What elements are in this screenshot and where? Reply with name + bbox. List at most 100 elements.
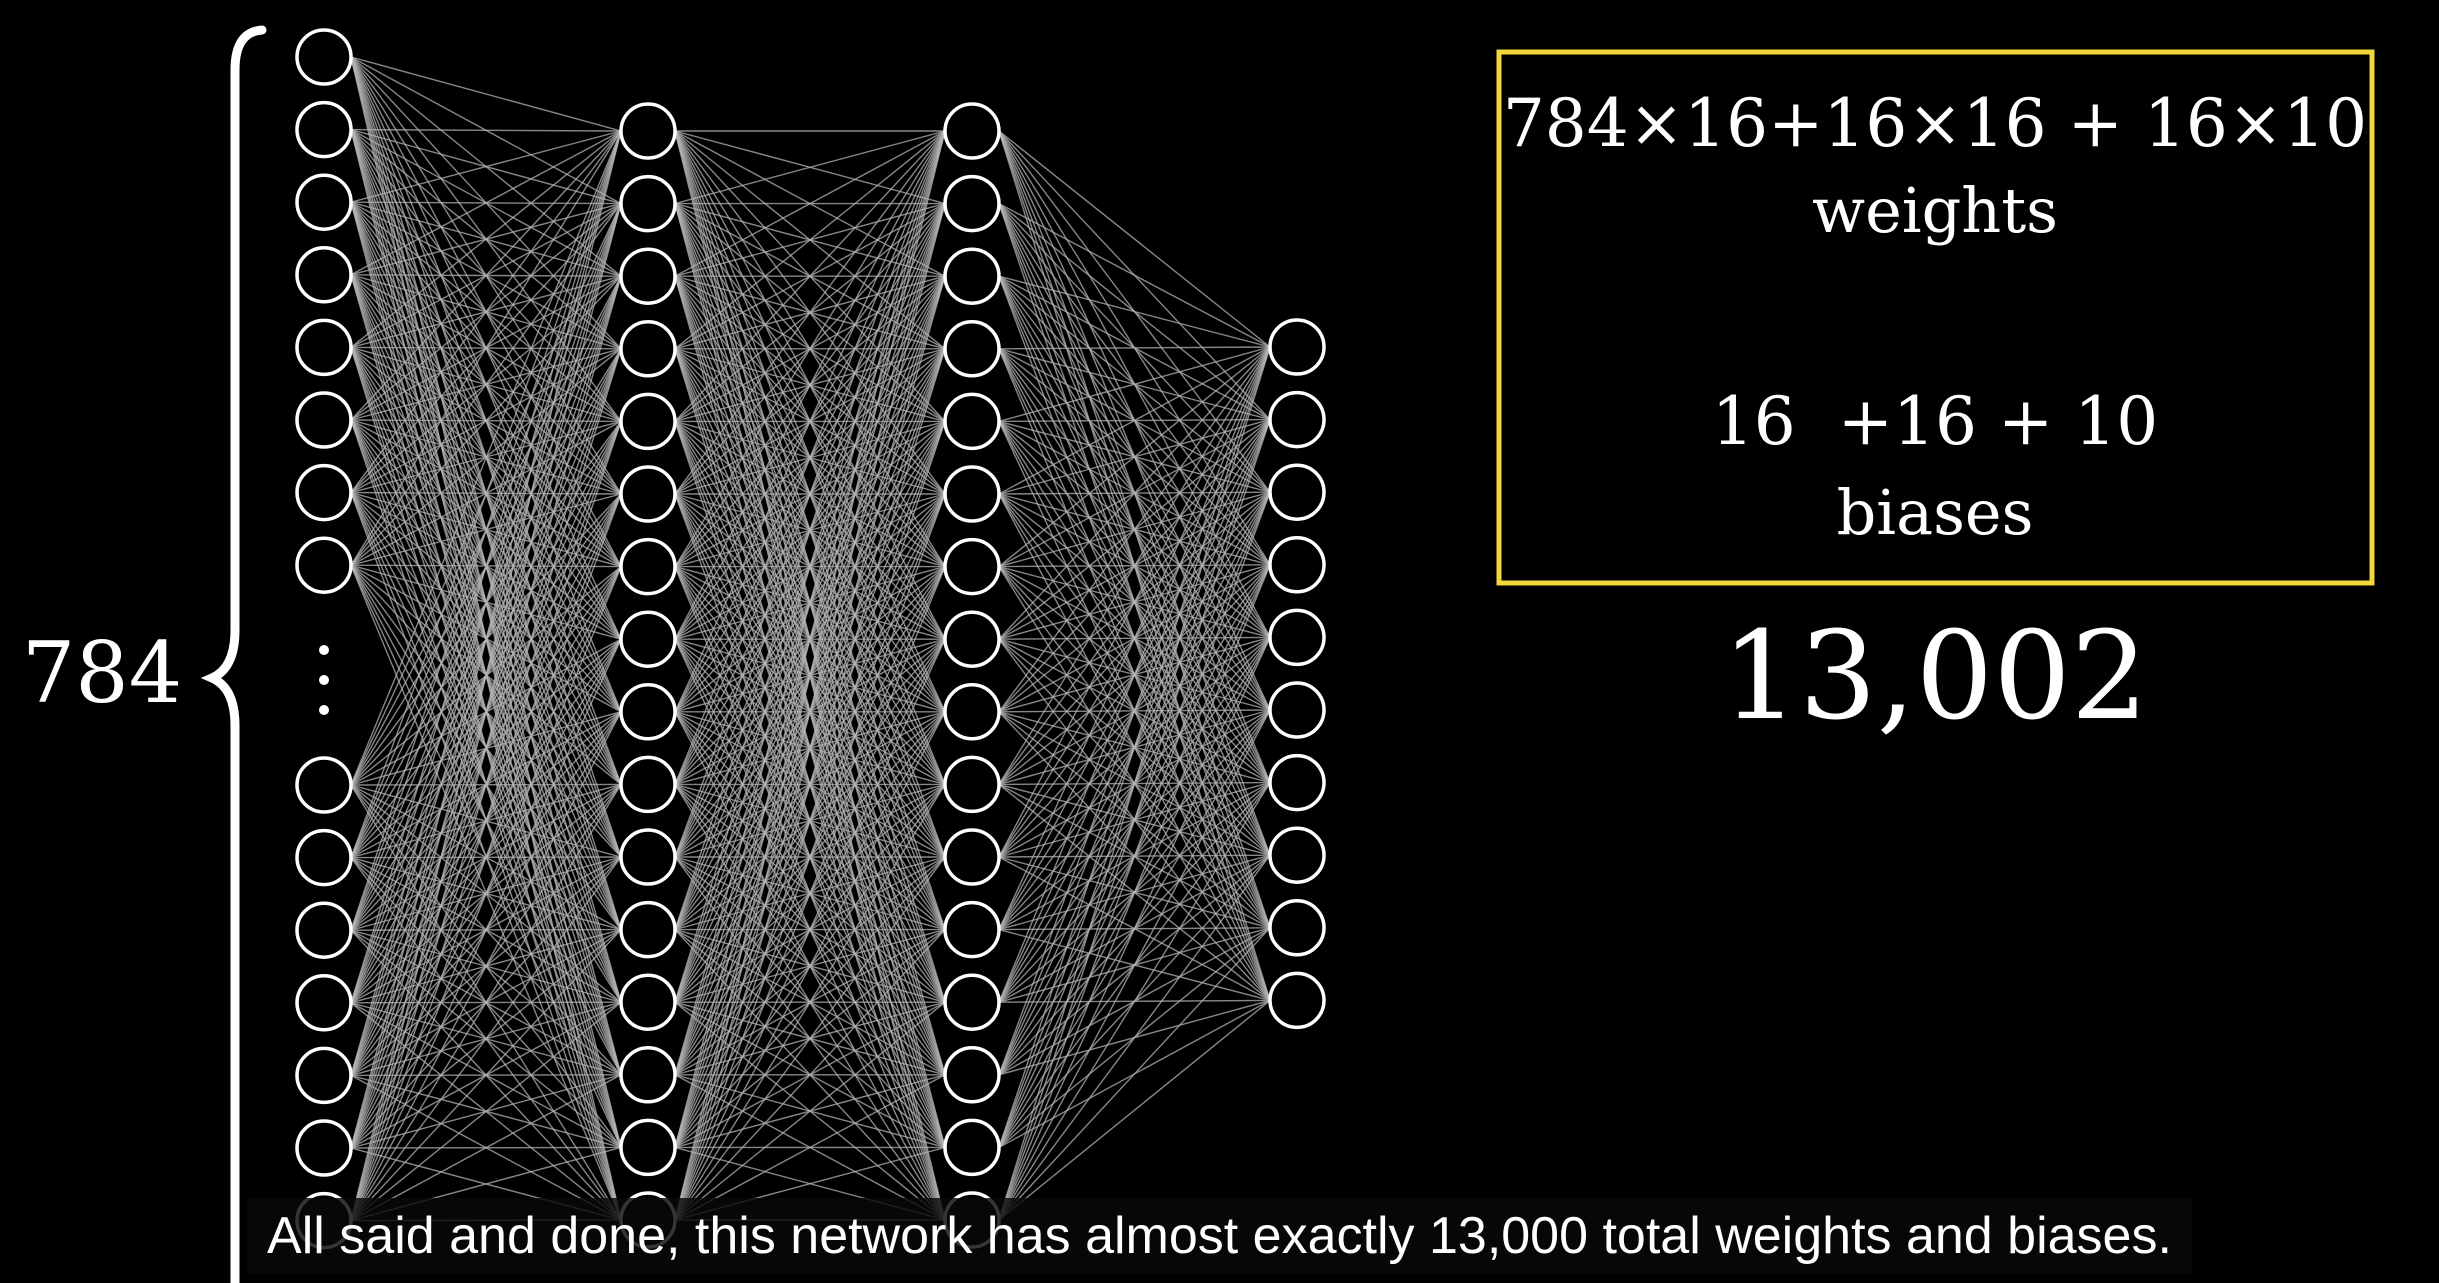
neuron-hidden-2: [943, 755, 1001, 814]
connection-hidden-2-to-output: [998, 346, 1271, 785]
connection-input-to-hidden-1: [350, 638, 622, 1221]
connection-hidden-1-to-hidden-2: [674, 130, 946, 713]
connection-input-to-hidden-1: [350, 130, 622, 1004]
neuron-hidden-1: [619, 973, 677, 1031]
neuron-input: [295, 463, 353, 522]
connection-hidden-1-to-hidden-2: [674, 566, 946, 1221]
connection-hidden-2-to-output: [998, 346, 1271, 858]
neuron-hidden-1: [619, 174, 677, 233]
connection-hidden-1-to-hidden-2: [674, 929, 946, 1221]
connection-input-to-hidden-1: [350, 784, 622, 1221]
neuron-input: [295, 828, 353, 887]
neuron-hidden-2: [943, 973, 1001, 1031]
connection-hidden-1-to-hidden-2: [674, 203, 946, 1221]
connection-input-to-hidden-1: [350, 130, 622, 421]
connection-hidden-2-to-output: [998, 346, 1271, 1148]
neuron-input: [295, 1046, 353, 1105]
neuron-hidden-1: [619, 247, 677, 305]
connection-hidden-1-to-hidden-2: [674, 130, 946, 495]
connection-input-to-hidden-1: [350, 56, 622, 132]
connections: [350, 56, 1271, 1222]
connection-input-to-hidden-1: [350, 130, 622, 348]
connection-input-to-hidden-1: [350, 203, 622, 1221]
neuron-input: [295, 974, 353, 1032]
connection-hidden-2-to-output: [998, 346, 1271, 1221]
neuron-output: [1268, 826, 1326, 884]
neuron-input: [295, 173, 353, 231]
connection-hidden-2-to-output: [998, 927, 1271, 1221]
connection-hidden-2-to-output: [998, 637, 1271, 1221]
connection-input-to-hidden-1: [350, 493, 622, 1221]
connection-input-to-hidden-1: [350, 421, 622, 1221]
neuron-hidden-2: [943, 247, 1001, 305]
connection-input-to-hidden-1: [350, 130, 622, 494]
connection-hidden-2-to-output: [998, 419, 1271, 1221]
neuron-hidden-1: [619, 900, 677, 959]
neuron-hidden-1: [619, 610, 677, 668]
neuron-output: [1268, 608, 1326, 667]
connection-hidden-1-to-hidden-2: [674, 130, 946, 858]
neuron-hidden-2: [943, 537, 1001, 596]
connection-hidden-1-to-hidden-2: [674, 130, 946, 1148]
neuron-input: [295, 901, 353, 959]
neuron-hidden-1: [619, 392, 677, 451]
connection-hidden-1-to-hidden-2: [674, 130, 946, 785]
neuron-hidden-2: [943, 683, 1001, 741]
connection-hidden-2-to-output: [998, 346, 1271, 930]
connection-hidden-2-to-output: [998, 709, 1271, 1221]
neuron-hidden-2: [943, 828, 1001, 886]
connection-hidden-2-to-output: [998, 346, 1271, 640]
total-parameter-count: 13,002: [1722, 605, 2149, 747]
input-ellipsis: [319, 645, 329, 715]
neuron-hidden-1: [619, 1046, 677, 1104]
connection-hidden-2-to-output: [998, 346, 1271, 495]
connection-hidden-1-to-hidden-2: [674, 711, 946, 1221]
connection-hidden-1-to-hidden-2: [674, 276, 946, 1221]
connection-input-to-hidden-1: [350, 130, 622, 203]
neuron-hidden-1: [619, 537, 677, 596]
neuron-hidden-1: [619, 683, 677, 741]
parameter-count-box: [1496, 49, 2375, 586]
connection-hidden-1-to-hidden-2: [674, 1001, 946, 1221]
weights-label: weights: [1812, 174, 2058, 247]
neuron-hidden-2: [943, 465, 1001, 523]
connection-hidden-2-to-output: [998, 202, 1271, 348]
connection-input-to-hidden-1: [350, 1074, 622, 1222]
connection-hidden-1-to-hidden-2: [674, 421, 946, 1221]
connection-input-to-hidden-1: [350, 711, 622, 1221]
connection-hidden-1-to-hidden-2: [674, 130, 946, 205]
neuron-hidden-2: [943, 320, 1001, 378]
connection-input-to-hidden-1: [350, 130, 622, 566]
input-brace: [200, 25, 267, 1283]
neuron-input: [295, 28, 353, 86]
connection-input-to-hidden-1: [350, 130, 622, 1221]
connection-hidden-2-to-output: [998, 346, 1271, 1076]
neuron-hidden-1: [619, 1118, 677, 1177]
connection-hidden-2-to-output: [998, 782, 1271, 1221]
connection-hidden-2-to-output: [998, 275, 1271, 348]
connection-input-to-hidden-1: [350, 856, 622, 1222]
neuron-output: [1268, 318, 1326, 376]
connection-hidden-1-to-hidden-2: [674, 130, 946, 422]
ellipsis-dot: [319, 675, 329, 685]
biases-label: biases: [1837, 476, 2034, 549]
connection-input-to-hidden-1: [350, 130, 622, 858]
neuron-hidden-2: [943, 1046, 1001, 1104]
connection-input-to-hidden-1: [350, 130, 622, 931]
neuron-output: [1268, 681, 1326, 739]
connection-hidden-2-to-output: [998, 346, 1271, 423]
subtitle-bar: All said and done, this network has almo…: [0, 1198, 2439, 1274]
connection-hidden-1-to-hidden-2: [674, 130, 946, 1003]
neuron-output: [1268, 536, 1326, 594]
neuron-hidden-1: [619, 102, 677, 160]
connection-hidden-2-to-output: [998, 130, 1271, 348]
ellipsis-dot: [319, 645, 329, 655]
neuron-input: [295, 1119, 353, 1177]
connection-input-to-hidden-1: [350, 348, 622, 1221]
connection-hidden-2-to-output: [998, 999, 1271, 1221]
neuron-hidden-1: [619, 320, 677, 378]
connection-hidden-2-to-output: [998, 564, 1271, 1221]
connection-input-to-hidden-1: [350, 128, 622, 132]
connection-hidden-1-to-hidden-2: [674, 638, 946, 1221]
neuron-hidden-1: [619, 465, 677, 523]
